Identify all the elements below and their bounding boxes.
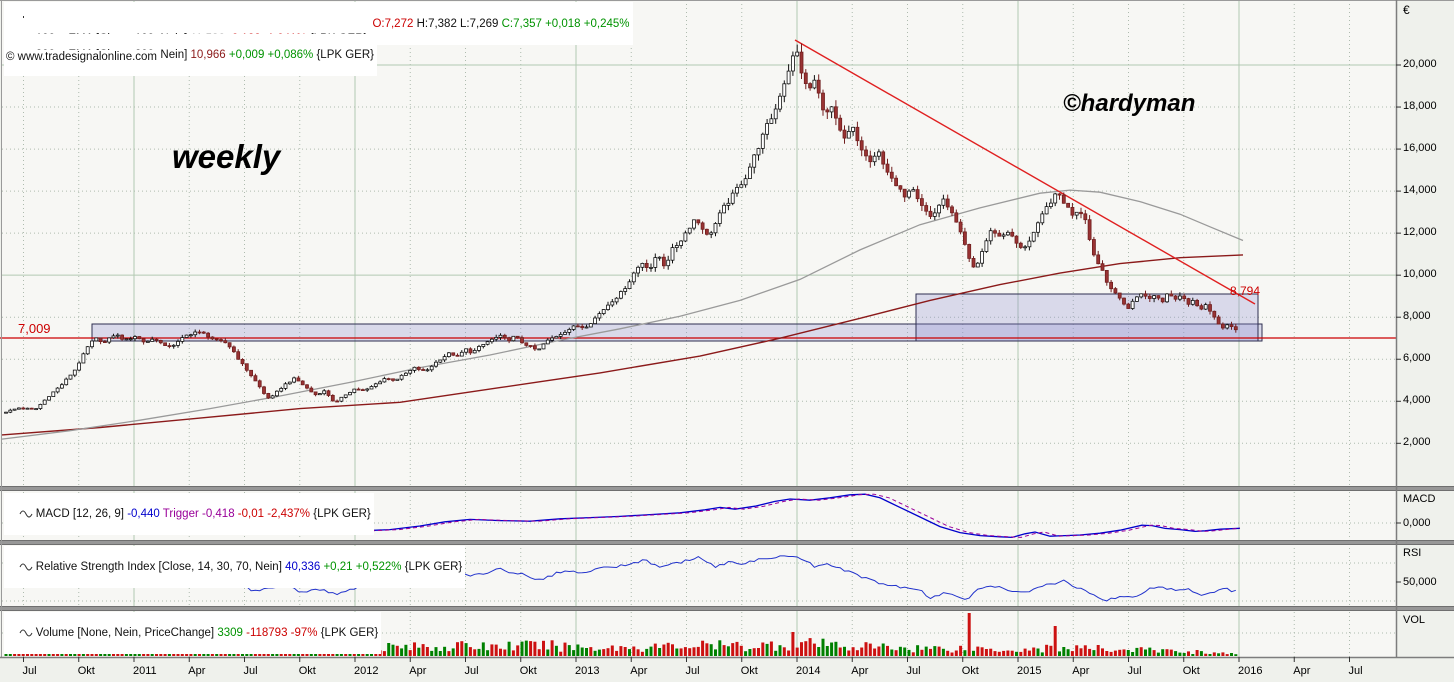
y-tick-label: 6,000 xyxy=(1403,352,1431,365)
y-tick-label: 12,000 xyxy=(1403,226,1437,239)
x-tick-label: Apr xyxy=(409,665,427,677)
macd-trigger-line[interactable] xyxy=(14,493,1241,538)
volume-value: 3309 xyxy=(217,627,247,639)
x-tick-label: Apr xyxy=(1293,665,1311,677)
resistance-price-label[interactable]: 8,794 xyxy=(1230,284,1261,298)
x-tick-label: Okt xyxy=(298,665,316,677)
pane-separator[interactable] xyxy=(0,606,1454,611)
ema200-symbol: {LPK GER} xyxy=(316,49,375,61)
ema200-line[interactable] xyxy=(1,254,1244,436)
rsi-legend[interactable]: Relative Strength Index [Close, 14, 30, … xyxy=(4,546,466,588)
y-tick-label: 10,000 xyxy=(1403,268,1437,281)
macd-axis-title: MACD xyxy=(1403,493,1436,505)
rsi-change: +0,21 +0,522% xyxy=(323,561,405,573)
support-price-label[interactable]: 7,009 xyxy=(18,321,51,336)
time-axis-row[interactable] xyxy=(0,657,1454,682)
open-value: O:7,272 xyxy=(372,18,417,30)
x-tick-label: 2015 xyxy=(1017,665,1042,677)
volume-symbol: {LPK GER} xyxy=(320,627,379,639)
y-tick-label: 2,000 xyxy=(1403,436,1431,449)
ema200-change: +0,009 +0,086% xyxy=(228,49,317,61)
rsi-axis-title: RSI xyxy=(1403,547,1422,559)
rsi-mid-label: 50,000 xyxy=(1403,576,1437,588)
macd-line[interactable] xyxy=(5,493,1241,539)
wave-icon xyxy=(19,510,33,518)
currency-label: € xyxy=(1403,3,1410,17)
rsi-value: 40,336 xyxy=(285,561,324,573)
range-box-annotation[interactable] xyxy=(915,293,1259,342)
x-tick-label: Jul xyxy=(906,665,921,677)
x-tick-label: 2012 xyxy=(354,665,379,677)
downtrend-line-annotation[interactable] xyxy=(794,39,1256,305)
wave-icon xyxy=(19,629,33,637)
volume-legend[interactable]: Volume [None, Nein, PriceChange] 3309 -1… xyxy=(4,612,382,654)
pane-separator[interactable] xyxy=(0,540,1454,545)
author-credit-annotation[interactable]: ©hardyman xyxy=(1063,90,1196,117)
x-tick-label: Okt xyxy=(961,665,979,677)
macd-zero-label: 0,000 xyxy=(1403,517,1431,529)
x-tick-label: Jul xyxy=(243,665,258,677)
x-tick-label: Jul xyxy=(1127,665,1142,677)
highlow-values: H:7,382 L:7,269 xyxy=(416,18,502,30)
x-tick-label: 2016 xyxy=(1238,665,1263,677)
x-tick-label: Okt xyxy=(1182,665,1200,677)
y-tick-label: 16,000 xyxy=(1403,142,1437,155)
y-tick-label: 8,000 xyxy=(1403,310,1431,323)
x-tick-label: Okt xyxy=(519,665,537,677)
y-tick-label: 18,000 xyxy=(1403,100,1437,113)
x-tick-label: Jul xyxy=(464,665,479,677)
weekly-text-annotation[interactable]: weekly xyxy=(172,138,281,175)
x-tick-label: Jul xyxy=(685,665,700,677)
x-tick-label: Okt xyxy=(77,665,95,677)
rsi-symbol: {LPK GER} xyxy=(404,561,463,573)
macd-label: MACD [12, 26, 9] xyxy=(35,508,128,520)
macd-trigger-value: Trigger -0,418 xyxy=(162,508,238,520)
volume-change: -118793 -97% xyxy=(246,627,321,639)
x-tick-label: 2014 xyxy=(796,665,821,677)
macd-value: -0,440 xyxy=(127,508,163,520)
x-tick-label: 2013 xyxy=(575,665,600,677)
candlestick-series[interactable] xyxy=(4,43,1238,414)
close-values: C:7,357 +0,018 +0,245% xyxy=(501,18,630,30)
x-tick-label: Apr xyxy=(188,665,206,677)
volume-label: Volume [None, Nein, PriceChange] xyxy=(35,627,218,639)
y-tick-label: 20,000 xyxy=(1403,58,1437,70)
macd-legend[interactable]: MACD [12, 26, 9] -0,440 Trigger -0,418 -… xyxy=(4,493,374,535)
x-tick-label: Jul xyxy=(22,665,37,677)
x-tick-label: Okt xyxy=(740,665,758,677)
y-tick-label: 14,000 xyxy=(1403,184,1437,197)
x-tick-label: Apr xyxy=(630,665,648,677)
x-tick-label: Jul xyxy=(1348,665,1363,677)
volume-axis-title: VOL xyxy=(1403,614,1426,626)
macd-symbol: {LPK GER} xyxy=(313,508,371,520)
range-box-annotation[interactable] xyxy=(91,323,1263,342)
x-tick-label: Apr xyxy=(851,665,869,677)
rsi-label: Relative Strength Index [Close, 14, 30, … xyxy=(35,561,286,573)
y-tick-label: 4,000 xyxy=(1403,394,1431,407)
macd-change: -0,01 -2,437% xyxy=(237,508,314,520)
x-tick-label: Apr xyxy=(1072,665,1090,677)
x-tick-label: 2011 xyxy=(133,665,157,677)
ema100-line[interactable] xyxy=(1,189,1244,440)
wave-icon xyxy=(19,563,33,571)
ema200-value: 10,966 xyxy=(190,49,229,61)
copyright-note: © www.tradesignalonline.com xyxy=(4,50,161,64)
pane-separator[interactable] xyxy=(0,486,1454,491)
